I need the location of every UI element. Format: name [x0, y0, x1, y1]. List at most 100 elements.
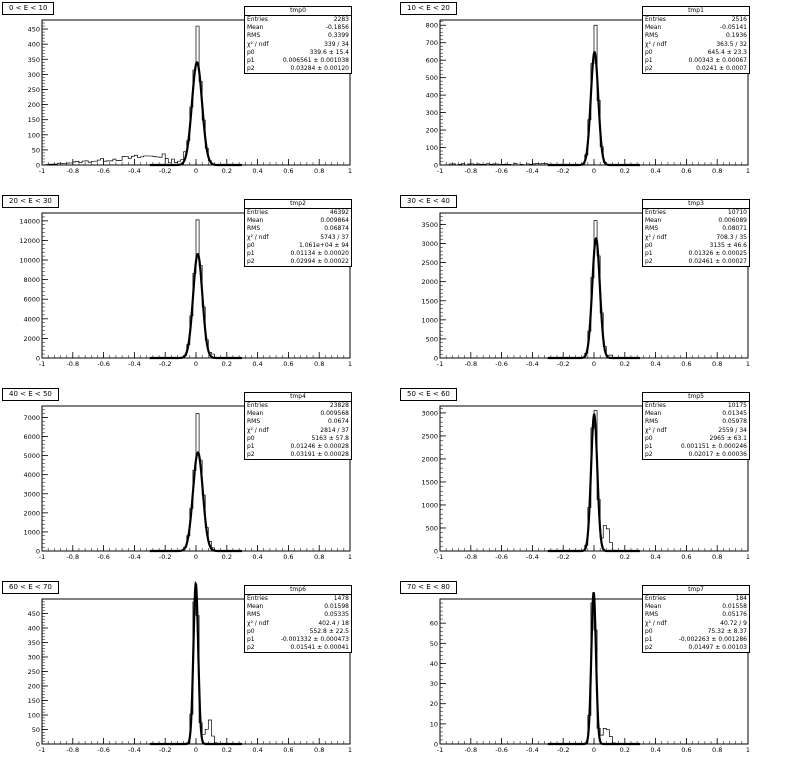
y-tick-label: 400	[28, 625, 40, 633]
y-tick-label: 3000	[421, 409, 438, 417]
stats-row-RMS: RMS 0.3399	[245, 32, 351, 40]
stats-row-chi2_ndf: χ² / ndf 402.4 / 18	[245, 620, 351, 628]
y-tick-label: 250	[28, 668, 40, 676]
y-tick-label: 450	[28, 610, 40, 618]
x-tick-label: 0.4	[252, 553, 262, 561]
x-tick-label: 0.8	[712, 553, 722, 561]
y-tick-label: 500	[426, 335, 438, 343]
stats-row-Entries: Entries 2283	[245, 16, 351, 24]
x-tick-label: 0.6	[283, 360, 293, 368]
stats-value: 0.02994 ± 0.00022	[290, 258, 349, 266]
stats-row-chi2_ndf: χ² / ndf 40.72 / 9	[643, 620, 749, 628]
x-tick-label: 0.6	[681, 746, 691, 754]
stats-value: 1.061e+04 ± 94	[298, 241, 349, 249]
stats-row-p2: p2 0.0241 ± 0.0007	[643, 65, 749, 73]
stats-value: -0.05141	[720, 24, 747, 32]
stats-value: 0.05335	[324, 611, 349, 619]
y-tick-label: 1500	[421, 478, 438, 486]
x-tick-label: -0.6	[97, 553, 110, 561]
x-tick-label: -0.8	[464, 553, 477, 561]
x-tick-label: -0.4	[128, 553, 141, 561]
stats-value: 0.03284 ± 0.00120	[290, 65, 349, 73]
x-tick-label: -1	[437, 360, 443, 368]
stats-label: p1	[247, 249, 255, 257]
x-tick-label: -1	[39, 746, 45, 754]
histogram-pad-tmp2: 0 2000 4000 6000 8000 10000 12000 14000 -1 -0.8 -0…	[0, 193, 398, 386]
x-tick-label: -0.8	[66, 553, 79, 561]
stats-row-p0: p0 2965 ± 63.1	[643, 435, 749, 443]
x-tick-label: -0.6	[97, 360, 110, 368]
histogram-svg: 0 2000 4000 6000 8000 10000 12000 14000 -1 -0.8 -0…	[19, 212, 352, 368]
stats-row-p0: p0 3135 ± 46.6	[643, 242, 749, 250]
y-tick-label: 300	[28, 71, 40, 79]
x-tick-label: 0	[592, 746, 596, 754]
stats-value: 339.6 ± 15.4	[309, 48, 349, 56]
x-tick-label: 0.6	[283, 167, 293, 175]
stats-label: Mean	[645, 410, 662, 418]
histogram-pad-tmp0: 0 50 100 150 200 250 300 350 400 450 -1 -0.8 -0.6 -0.…	[0, 0, 398, 193]
stats-value: 402.4 / 18	[318, 619, 349, 627]
stats-label: p0	[645, 48, 653, 56]
stats-value: 5163 ± 57.8	[311, 434, 349, 442]
stats-label: p1	[247, 635, 255, 643]
x-tick-label: -0.6	[495, 360, 508, 368]
stats-row-p2: p2 0.02461 ± 0.00027	[643, 258, 749, 266]
y-tick-label: 2000	[23, 335, 40, 343]
stats-label: p0	[247, 48, 255, 56]
stats-box: tmp0 Entries 2283 Mean -0.1856 RMS 0.3399 χ² / …	[244, 6, 352, 75]
stats-box-title: tmp4	[245, 393, 351, 402]
x-tick-label: -0.2	[159, 167, 172, 175]
stats-label: Mean	[247, 410, 264, 418]
x-tick-label: -0.2	[557, 553, 570, 561]
x-tick-label: 0.4	[650, 746, 660, 754]
y-tick-label: 1000	[421, 316, 438, 324]
stats-value: 0.01541 ± 0.00041	[290, 644, 349, 652]
stats-label: RMS	[247, 32, 261, 40]
y-tick-label: 6000	[23, 296, 40, 304]
stats-row-chi2_ndf: χ² / ndf 363.5 / 32	[643, 41, 749, 49]
stats-row-p1: p1 0.01134 ± 0.00020	[245, 250, 351, 258]
stats-row-RMS: RMS 0.1936	[643, 32, 749, 40]
stats-value: 0.006089	[718, 217, 747, 225]
stats-label: χ² / ndf	[645, 426, 667, 434]
histogram-pad-tmp1: 0 100 200 300 400 500 600 700 800 -1 -0.8 -0.6 -0.4 -…	[398, 0, 796, 193]
stats-value: 339 / 34	[324, 40, 349, 48]
stats-row-p0: p0 339.6 ± 15.4	[245, 49, 351, 57]
x-tick-label: -1	[39, 553, 45, 561]
x-tick-label: -1	[437, 553, 443, 561]
x-tick-label: 0	[194, 553, 198, 561]
stats-value: 23828	[329, 402, 349, 409]
y-tick-label: 12000	[19, 237, 40, 245]
stats-row-Mean: Mean 0.009864	[245, 217, 351, 225]
stats-value: 0.01558	[722, 603, 747, 611]
pad-title: 40 < E < 50	[2, 388, 59, 401]
x-tick-label: -0.8	[464, 360, 477, 368]
stats-row-RMS: RMS 0.08071	[643, 225, 749, 233]
histogram-step-line	[41, 25, 350, 166]
y-tick-label: 1000	[23, 528, 40, 536]
x-tick-label: 1	[746, 746, 750, 754]
y-tick-label: 150	[28, 697, 40, 705]
stats-row-RMS: RMS 0.05176	[643, 611, 749, 619]
stats-label: χ² / ndf	[247, 619, 269, 627]
x-tick-label: -0.4	[526, 553, 539, 561]
stats-value: 2559 / 34	[718, 426, 747, 434]
y-tick-label: 1000	[421, 501, 438, 509]
y-tick-label: 2000	[23, 509, 40, 517]
y-tick-label: 500	[426, 74, 438, 82]
stats-label: p2	[645, 644, 653, 652]
x-tick-label: 1	[348, 746, 352, 754]
stats-box-title: tmp3	[643, 200, 749, 209]
stats-row-chi2_ndf: χ² / ndf 2559 / 34	[643, 427, 749, 435]
x-tick-label: -0.8	[66, 167, 79, 175]
stats-value: 0.00343 ± 0.00067	[688, 56, 747, 64]
y-tick-label: 250	[28, 86, 40, 94]
stats-label: RMS	[247, 418, 261, 426]
x-tick-label: -1	[437, 167, 443, 175]
x-tick-label: 0	[194, 746, 198, 754]
stats-value: 0.03191 ± 0.00028	[290, 451, 349, 459]
y-tick-label: 3000	[23, 490, 40, 498]
gaussian-fit-curve	[547, 413, 640, 553]
stats-label: p2	[645, 258, 653, 266]
stats-label: p0	[247, 627, 255, 635]
